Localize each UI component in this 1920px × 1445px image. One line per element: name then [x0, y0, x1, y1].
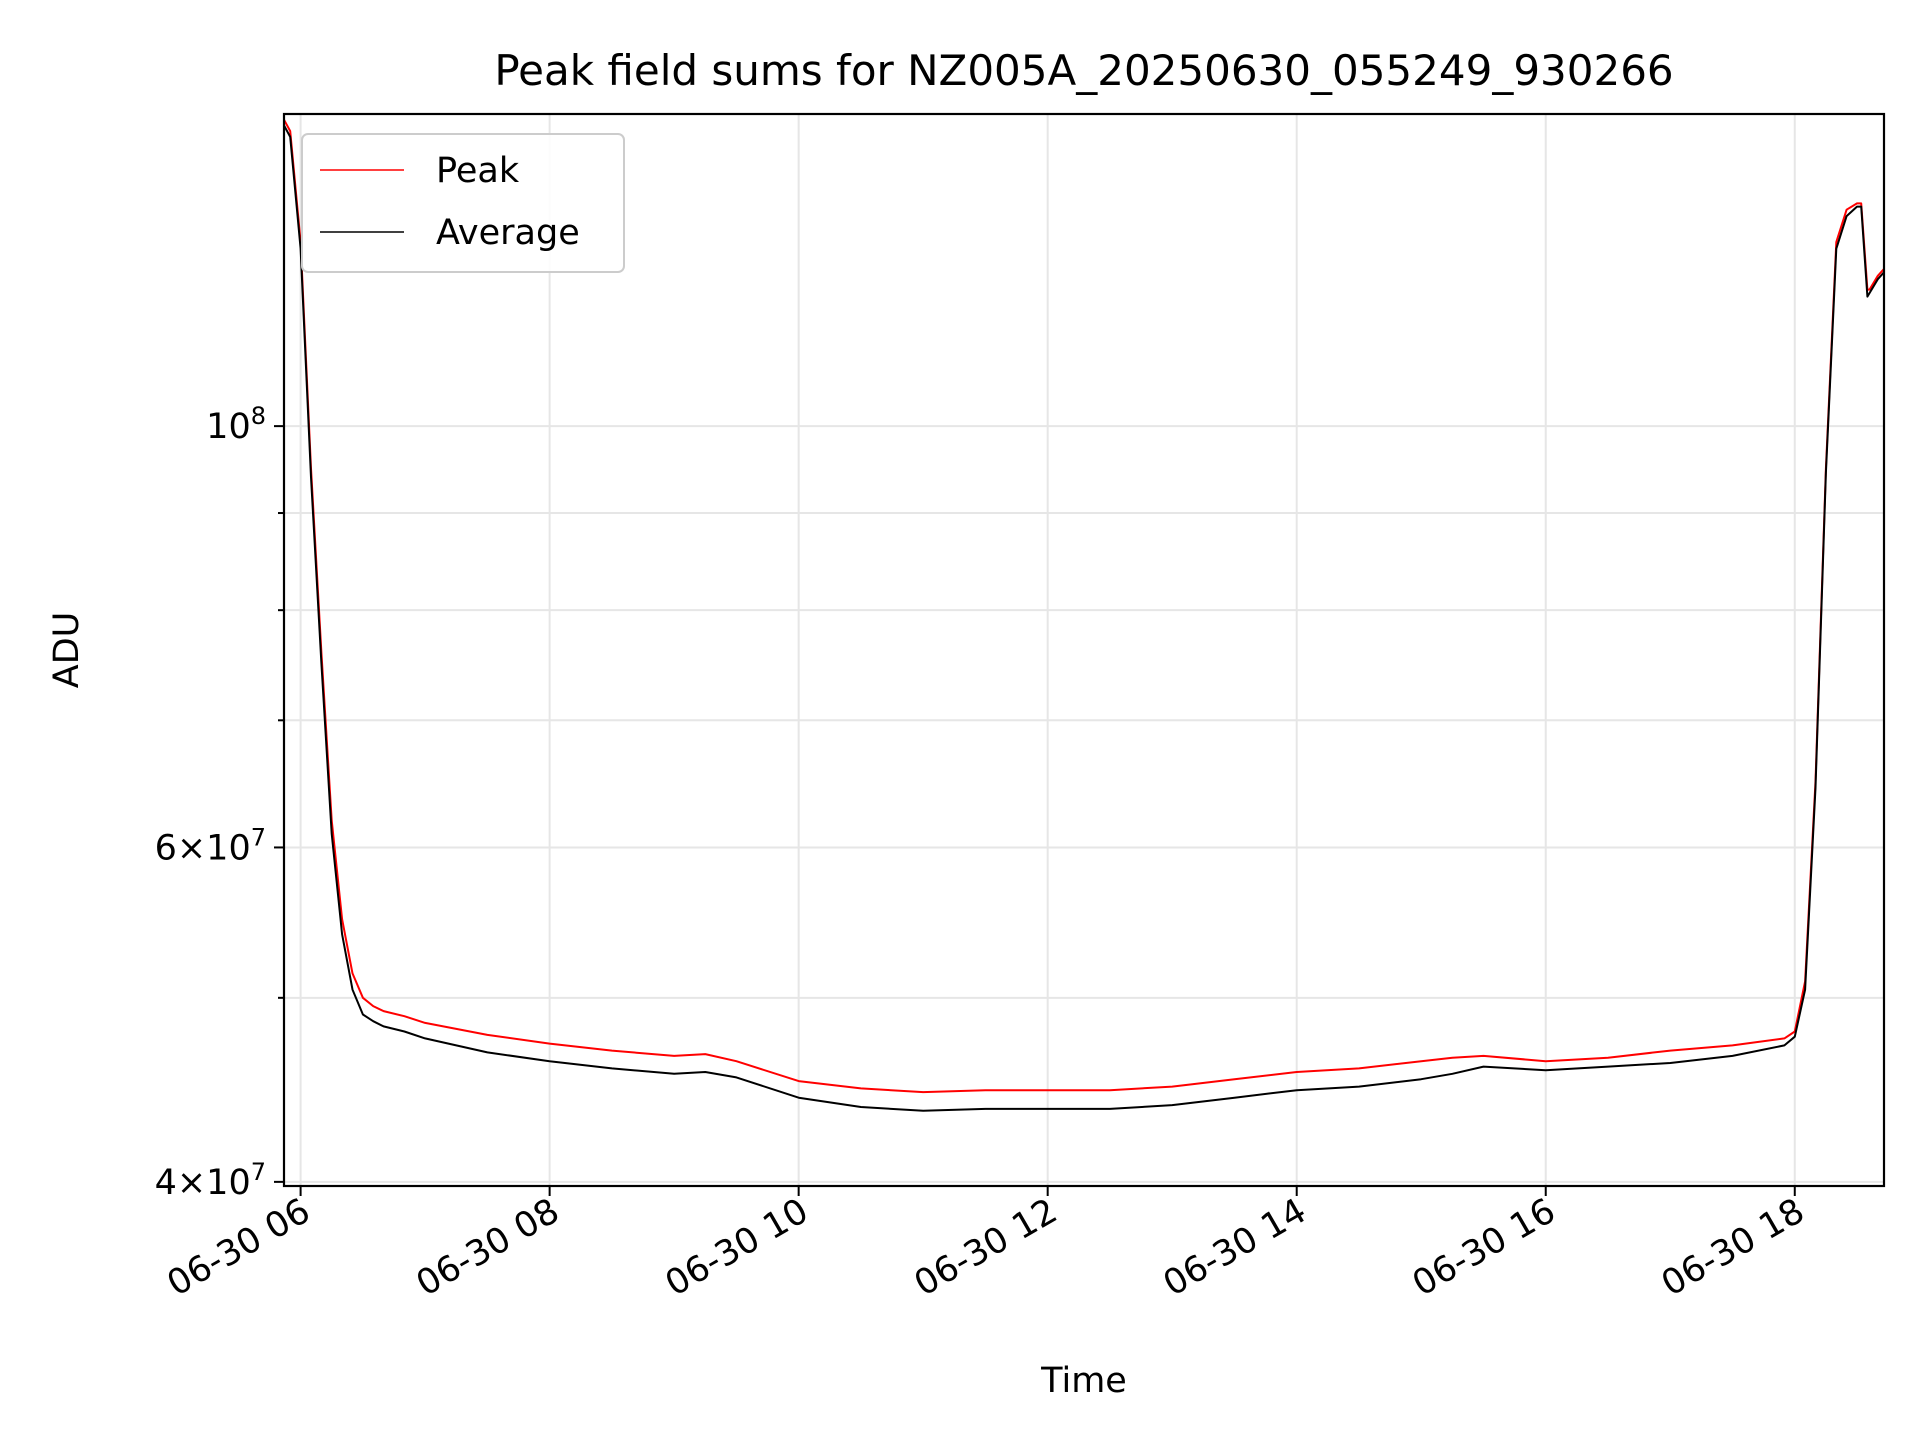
y-tick-label: 4×107: [155, 1158, 266, 1203]
y-axis-label: ADU: [47, 612, 87, 689]
legend-label-average: Average: [436, 213, 580, 253]
legend-box: [301, 133, 625, 273]
grid-lines: [284, 114, 1884, 1186]
x-axis-label: Time: [1040, 1361, 1127, 1401]
series-lines: [284, 119, 1884, 1112]
legend: Peak Average: [301, 133, 625, 273]
plot-frame: [282, 112, 1886, 1188]
y-tick-label: 6×107: [155, 823, 266, 868]
chart-title: Peak field sums for NZ005A_20250630_0552…: [494, 46, 1673, 95]
y-axis-ticks: 4×107 6×107 108: [155, 402, 284, 1203]
series-line-average: [284, 124, 1884, 1112]
y-tick-label: 108: [206, 402, 266, 447]
legend-label-peak: Peak: [436, 151, 520, 191]
